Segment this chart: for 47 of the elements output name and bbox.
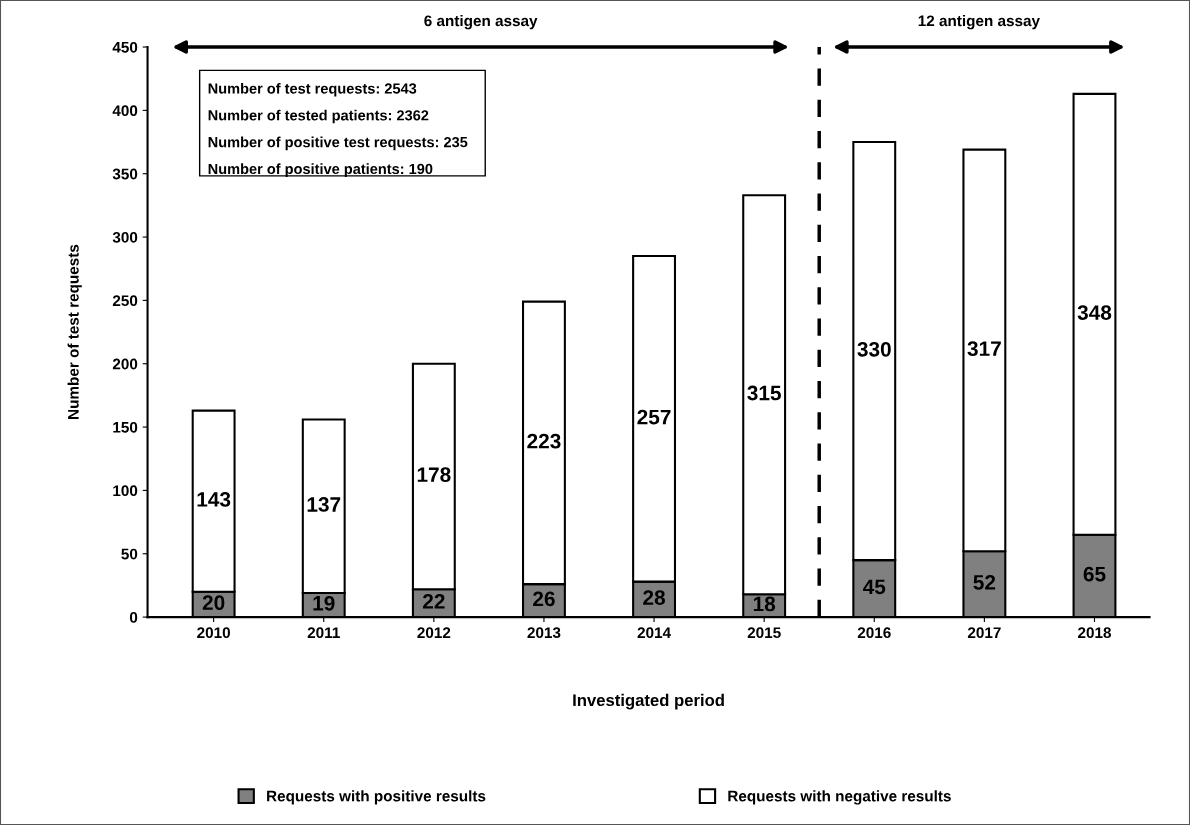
text: 12 antigen assay [918, 14, 1040, 30]
data-label: 22 [422, 594, 445, 609]
text: 6 antigen assay [424, 14, 538, 30]
x-axis-title: Investigated period [573, 693, 724, 710]
x-tick-label: 2010 [197, 627, 230, 639]
data-label: 223 [527, 433, 561, 449]
data-label: 330 [857, 341, 891, 357]
legend-label: Requests with negative results [728, 790, 951, 805]
x-tick-label: 2012 [417, 627, 451, 639]
data-label: 137 [307, 497, 341, 512]
data-label: 348 [1077, 305, 1112, 320]
y-tick-label: 150 [113, 421, 138, 433]
y-tick-label: 400 [112, 105, 138, 117]
x-tick-label: 2018 [1078, 627, 1112, 639]
x-tick-label: 2014 [637, 627, 671, 639]
legend-label: Requests with positive results [267, 790, 486, 805]
data-label: 26 [533, 591, 555, 607]
data-label: 18 [753, 596, 776, 612]
x-tick-label: 2017 [967, 627, 1001, 639]
y-tick-label: 450 [112, 41, 138, 53]
x-tick-label: 2015 [747, 627, 781, 639]
data-label: 315 [747, 385, 781, 401]
annotation: Number of test requests: 2543 [208, 82, 417, 97]
data-label: 178 [417, 467, 451, 483]
data-label: 19 [313, 595, 335, 611]
data-label: 45 [863, 579, 886, 595]
y-axis-title: Number of test requests [67, 244, 82, 419]
data-label: 28 [643, 590, 665, 605]
data-label: 143 [197, 492, 231, 507]
data-label: 317 [967, 341, 1001, 357]
y-tick-label: 300 [112, 231, 138, 243]
data-label: 257 [637, 409, 671, 425]
y-tick-label: 200 [112, 358, 138, 370]
y-tick-label: 100 [113, 485, 138, 497]
y-tick-label: 0 [129, 611, 138, 623]
annotation: Number of tested patients: 2362 [208, 109, 429, 124]
y-tick-label: 250 [112, 295, 138, 307]
data-label: 20 [202, 595, 225, 611]
x-tick-label: 2016 [857, 627, 891, 639]
annotation: Number of positive test requests: 235 [208, 136, 468, 151]
y-tick-label: 50 [121, 548, 138, 560]
y-tick-label: 350 [112, 168, 138, 180]
x-tick-label: 2013 [527, 627, 561, 639]
x-tick-label: 2011 [307, 627, 340, 639]
data-label: 52 [973, 575, 996, 590]
annotation: Number of positive patients: 190 [208, 163, 433, 177]
data-label: 65 [1083, 566, 1106, 582]
